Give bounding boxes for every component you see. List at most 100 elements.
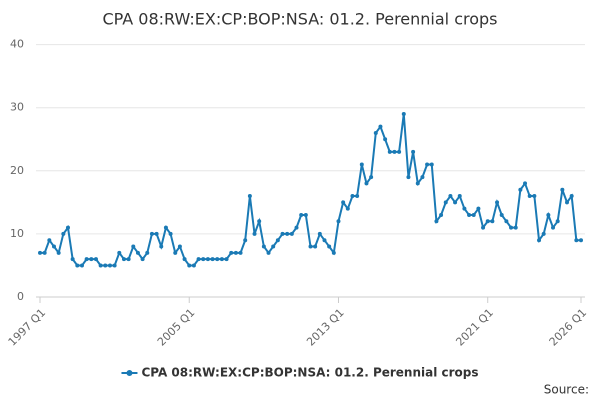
point <box>219 257 224 262</box>
point <box>569 194 574 199</box>
point <box>93 257 98 262</box>
point <box>266 250 271 255</box>
point <box>47 238 52 243</box>
y-tick-label: 0 <box>17 290 24 303</box>
point <box>471 212 476 217</box>
point <box>308 244 313 249</box>
point <box>481 225 486 230</box>
point <box>89 257 94 262</box>
point <box>140 257 145 262</box>
point <box>401 112 406 117</box>
point <box>406 175 411 180</box>
point <box>429 162 434 167</box>
point <box>149 231 154 236</box>
point <box>247 194 252 199</box>
point <box>574 238 579 243</box>
point <box>490 219 495 224</box>
point <box>541 231 546 236</box>
point <box>215 257 220 262</box>
point <box>238 250 243 255</box>
point <box>485 219 490 224</box>
point <box>271 244 276 249</box>
point <box>98 263 103 268</box>
point <box>359 162 364 167</box>
point <box>191 263 196 268</box>
point <box>495 200 500 205</box>
y-tick-label: 20 <box>10 164 24 177</box>
point <box>443 200 448 205</box>
point <box>65 225 70 230</box>
point <box>317 231 322 236</box>
x-tick-label: 1997 Q1 <box>6 306 49 349</box>
point <box>509 225 514 230</box>
y-tick-label: 10 <box>10 227 24 240</box>
point <box>355 194 360 199</box>
point <box>560 187 565 192</box>
point <box>299 212 304 217</box>
point <box>546 212 551 217</box>
point <box>303 212 308 217</box>
point <box>187 263 192 268</box>
point <box>341 200 346 205</box>
point <box>112 263 117 268</box>
point <box>415 181 420 186</box>
point <box>42 250 47 255</box>
point <box>177 244 182 249</box>
point <box>476 206 481 211</box>
point <box>173 250 178 255</box>
point <box>275 238 280 243</box>
point <box>537 238 542 243</box>
point <box>373 130 378 135</box>
point <box>168 231 173 236</box>
point <box>163 225 168 230</box>
point <box>117 250 122 255</box>
point <box>145 250 150 255</box>
x-tick-label: 2005 Q1 <box>155 306 198 349</box>
point <box>439 212 444 217</box>
point <box>467 212 472 217</box>
point <box>579 238 583 243</box>
point <box>182 257 187 262</box>
point <box>210 257 215 262</box>
point <box>527 194 532 199</box>
point <box>280 231 285 236</box>
point <box>336 219 341 224</box>
source: Source: <box>544 383 589 397</box>
point <box>201 257 206 262</box>
point <box>154 231 159 236</box>
point <box>289 231 294 236</box>
point <box>70 257 75 262</box>
point <box>229 250 234 255</box>
point <box>257 219 262 224</box>
point <box>56 250 61 255</box>
point <box>513 225 518 230</box>
point <box>121 257 126 262</box>
point <box>565 200 570 205</box>
point <box>420 175 425 180</box>
point <box>51 244 56 249</box>
point <box>261 244 266 249</box>
point <box>551 225 556 230</box>
point <box>518 187 523 192</box>
point <box>38 250 42 255</box>
point <box>448 194 453 199</box>
point <box>233 250 238 255</box>
point <box>425 162 430 167</box>
point <box>61 231 66 236</box>
point <box>397 149 402 154</box>
legend-label: CPA 08:RW:EX:CP:BOP:NSA: 01.2. Perennial… <box>141 366 478 380</box>
point <box>107 263 112 268</box>
point <box>252 231 257 236</box>
point <box>294 225 299 230</box>
point <box>457 194 462 199</box>
point <box>103 263 108 268</box>
x-tick-label: 2021 Q1 <box>453 306 496 349</box>
point <box>453 200 458 205</box>
point <box>383 137 388 142</box>
legend-marker <box>126 370 133 376</box>
point <box>331 250 336 255</box>
point <box>378 124 383 129</box>
point <box>327 244 332 249</box>
point <box>75 263 80 268</box>
